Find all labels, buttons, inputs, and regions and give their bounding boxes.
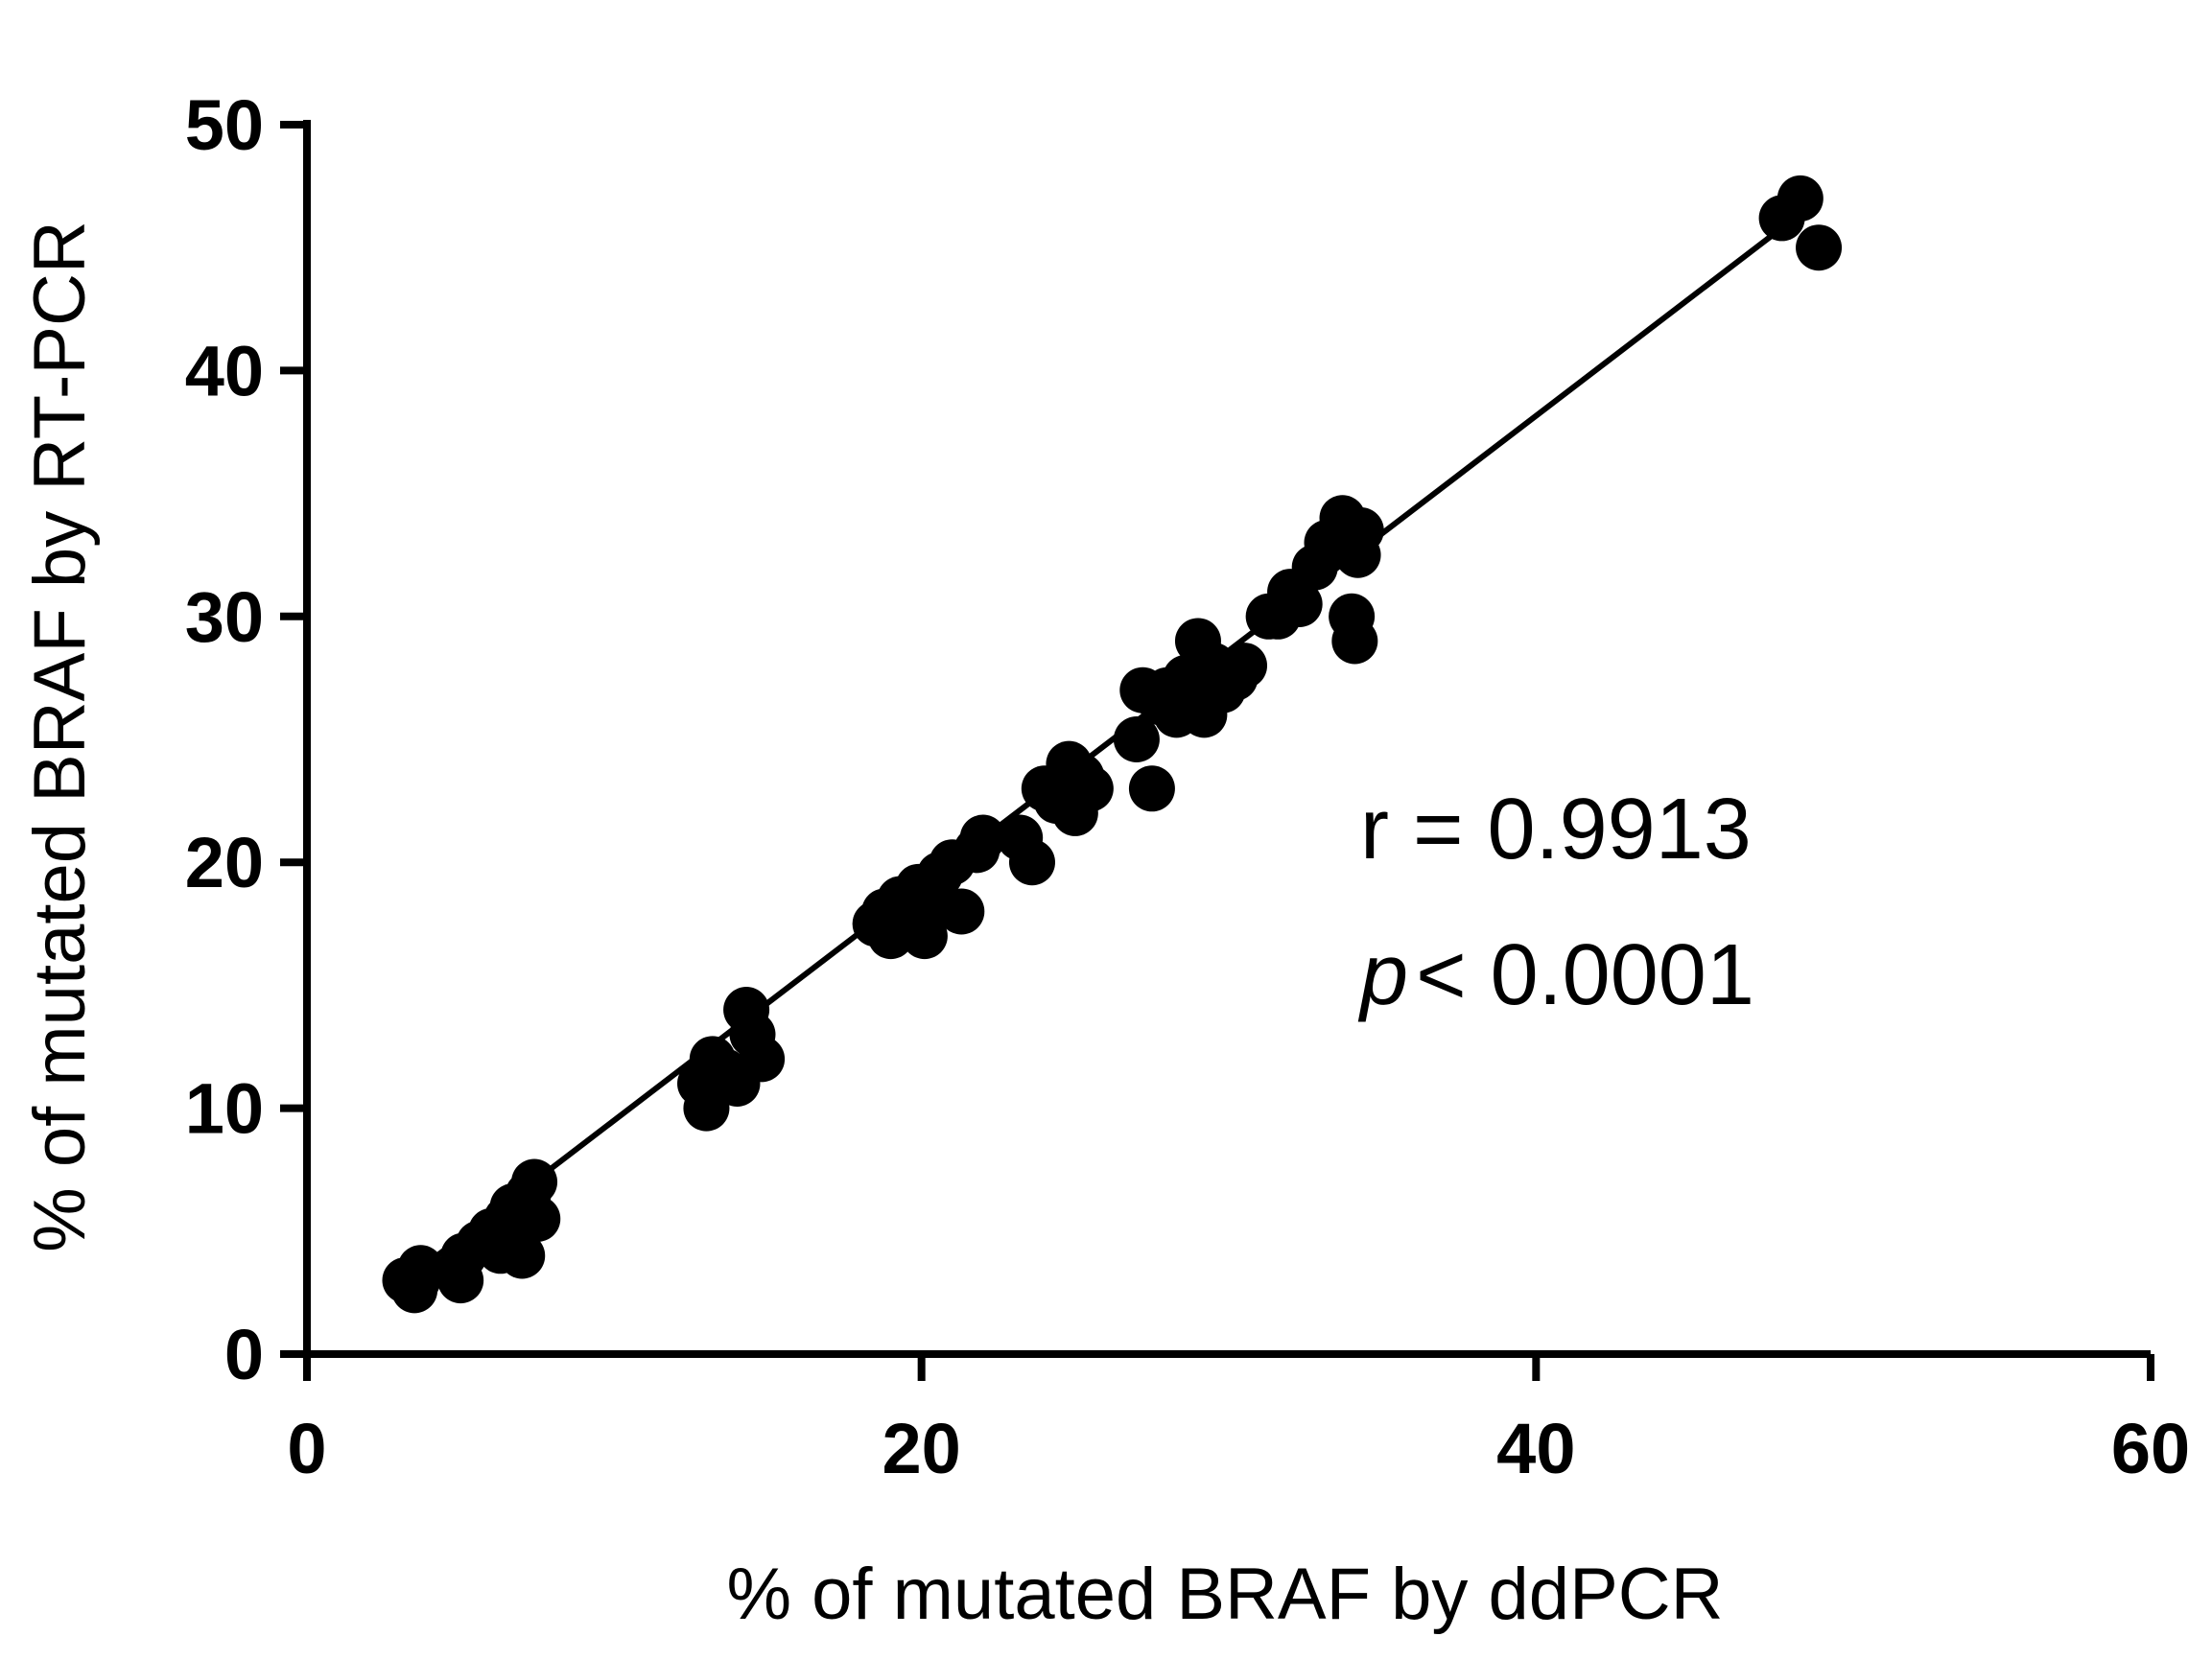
data-point	[1796, 224, 1843, 271]
x-tick-label: 60	[2111, 1409, 2190, 1488]
correlation-annotation: r = 0.9913	[1360, 782, 1752, 877]
data-point	[1008, 839, 1055, 886]
data-point	[394, 1257, 441, 1304]
x-tick-label: 0	[287, 1409, 326, 1488]
y-tick-label: 40	[185, 331, 264, 410]
p-value-text: < 0.0001	[1416, 927, 1754, 1023]
y-tick-label: 30	[185, 577, 264, 657]
data-point	[1221, 643, 1268, 690]
data-point	[1777, 175, 1824, 222]
x-axis-ticks: 0 20 40 60	[287, 1354, 2190, 1488]
y-axis-ticks: 0 10 20 30 40 50	[185, 85, 307, 1394]
data-point	[683, 1085, 730, 1132]
x-tick-label: 40	[1496, 1409, 1575, 1488]
y-axis-title: % of mutated BRAF by RT-PCR	[19, 221, 101, 1252]
data-point	[739, 1036, 786, 1083]
data-point	[1331, 618, 1378, 665]
data-point	[1128, 765, 1175, 812]
data-point	[901, 913, 948, 960]
p-value-annotation: p< 0.0001	[1357, 927, 1754, 1023]
regression-line	[412, 225, 1784, 1275]
data-point	[499, 1232, 546, 1279]
x-tick-label: 20	[882, 1409, 961, 1488]
y-tick-label: 20	[185, 823, 264, 902]
y-tick-label: 10	[185, 1069, 264, 1149]
data-point	[1276, 580, 1323, 627]
y-tick-label: 50	[185, 85, 264, 165]
data-point	[938, 888, 985, 935]
data-point	[514, 1195, 561, 1242]
y-tick-label: 0	[224, 1315, 264, 1394]
data-point	[1067, 765, 1114, 812]
p-symbol: p	[1357, 927, 1408, 1023]
x-axis-title: % of mutated BRAF by ddPCR	[726, 1554, 1723, 1635]
